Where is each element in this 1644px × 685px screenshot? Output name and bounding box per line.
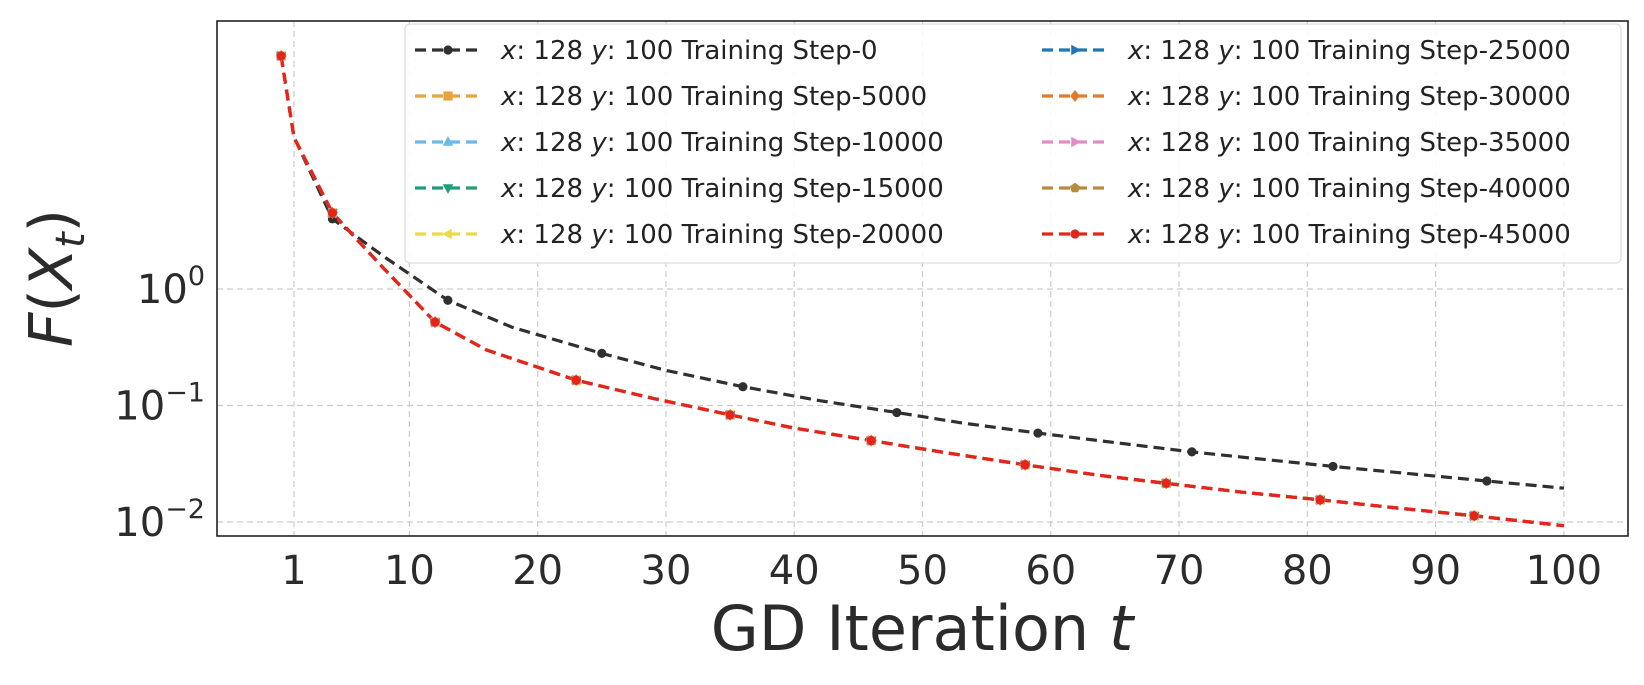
- x-tick-label: 20: [512, 548, 563, 594]
- legend-marker: [443, 91, 453, 101]
- series-point-step-0: [892, 407, 902, 418]
- legend-label: x: 128 y: 100 Training Step-15000: [500, 174, 944, 204]
- x-axis-ticks: 1 10 20 30 40 50 60 70 80 90 100: [281, 548, 1602, 594]
- x-tick-label: 50: [897, 548, 948, 594]
- series-point-step-0: [1187, 447, 1197, 457]
- legend-marker: [442, 228, 452, 240]
- x-axis-label-text: GD Iteration: [711, 592, 1109, 665]
- legend-marker: [1070, 89, 1080, 103]
- legend-label: x: 128 y: 100 Training Step-0: [500, 36, 878, 66]
- series-point-step-45000: [725, 410, 735, 420]
- series-point-step-0: [1033, 428, 1043, 438]
- x-axis-label: GD Iteration t: [711, 592, 1136, 665]
- legend-marker: [1071, 44, 1081, 56]
- legend-marker: [1071, 136, 1081, 148]
- legend-marker: [443, 45, 453, 55]
- legend-label: x: 128 y: 100 Training Step-25000: [1127, 36, 1571, 66]
- x-tick-label: 40: [769, 548, 820, 594]
- legend-label: x: 128 y: 100 Training Step-10000: [500, 128, 944, 158]
- y-tick-label: 10−1: [114, 378, 205, 430]
- legend-item-step-10000: x: 128 y: 100 Training Step-10000: [415, 128, 944, 158]
- series-point-step-45000: [866, 435, 876, 446]
- series-point-step-45000: [571, 375, 581, 385]
- series-point-step-45000: [430, 317, 440, 327]
- legend-label: x: 128 y: 100 Training Step-45000: [1127, 220, 1571, 250]
- series-point-step-45000: [327, 208, 338, 218]
- legend-label: x: 128 y: 100 Training Step-20000: [500, 220, 944, 250]
- legend-item-step-30000: x: 128 y: 100 Training Step-30000: [1042, 82, 1571, 112]
- legend-item-step-20000: x: 128 y: 100 Training Step-20000: [415, 220, 944, 250]
- x-tick-label: 100: [1526, 548, 1602, 594]
- legend-frame: [404, 23, 1622, 264]
- legend-label: x: 128 y: 100 Training Step-40000: [1127, 174, 1571, 204]
- series-point-step-45000: [276, 51, 286, 61]
- x-tick-label: 10: [384, 548, 435, 594]
- legend-item-step-45000: x: 128 y: 100 Training Step-45000: [1042, 220, 1571, 250]
- legend-item-step-15000: x: 128 y: 100 Training Step-15000: [415, 174, 944, 204]
- x-tick-label: 90: [1410, 548, 1461, 594]
- y-axis-label: F(Xt): [17, 209, 94, 347]
- legend-item-step-5000: x: 128 y: 100 Training Step-5000: [415, 82, 927, 112]
- series-point-step-45000: [1315, 495, 1325, 505]
- plot-frame: [216, 20, 1629, 537]
- x-axis-label-var: t: [1109, 592, 1136, 665]
- series-line-step-45000: [279, 55, 1565, 528]
- x-tick-label: 60: [1025, 548, 1076, 594]
- legend-label: x: 128 y: 100 Training Step-30000: [1127, 82, 1571, 112]
- x-tick-label: 70: [1154, 548, 1205, 594]
- legend-label: x: 128 y: 100 Training Step-5000: [500, 82, 927, 112]
- y-tick-label: 10−2: [114, 494, 205, 546]
- series-point-step-0: [1482, 476, 1492, 486]
- legend-item-step-25000: x: 128 y: 100 Training Step-25000: [1042, 36, 1571, 66]
- legend-item-step-35000: x: 128 y: 100 Training Step-35000: [1042, 128, 1571, 158]
- series-point-step-0: [443, 295, 453, 305]
- series-point-step-0: [597, 348, 607, 359]
- legend-marker: [1069, 182, 1081, 193]
- series-markers: [275, 49, 1492, 522]
- legend-marker: [442, 136, 454, 146]
- series-point-step-45000: [1161, 478, 1171, 488]
- legend-marker: [442, 184, 454, 194]
- series-line-step-0: [279, 55, 1565, 490]
- legend-item-step-0: x: 128 y: 100 Training Step-0: [415, 36, 878, 66]
- legend: x: 128 y: 100 Training Step-0 x: 128 y: 1…: [404, 23, 1622, 264]
- legend-label: x: 128 y: 100 Training Step-35000: [1127, 128, 1571, 158]
- y-tick-label: 100: [137, 261, 205, 313]
- series-point-step-0: [1328, 461, 1338, 472]
- y-axis-ticks: 10−2 10−1 100: [114, 261, 205, 546]
- legend-item-step-40000: x: 128 y: 100 Training Step-40000: [1042, 174, 1571, 204]
- series-point-step-0: [738, 382, 748, 392]
- x-tick-label: 30: [641, 548, 692, 594]
- legend-marker: [1070, 229, 1080, 239]
- y-axis-label-f: F: [17, 311, 87, 347]
- series-point-step-45000: [1469, 511, 1479, 521]
- x-tick-label: 80: [1282, 548, 1333, 594]
- series-point-step-45000: [1020, 460, 1030, 470]
- x-tick-label: 1: [281, 548, 306, 594]
- series-lines: [279, 55, 1565, 528]
